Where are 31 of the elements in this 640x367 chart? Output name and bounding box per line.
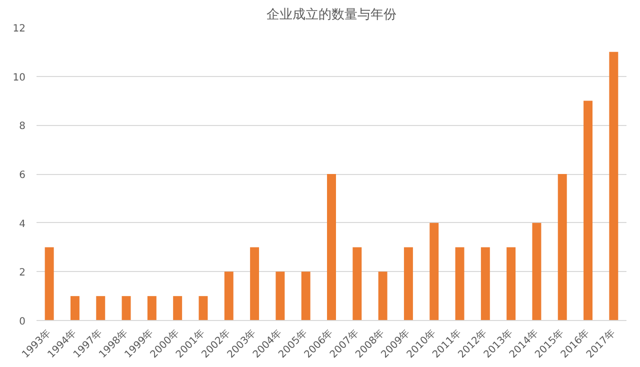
bar <box>44 247 54 320</box>
bar <box>147 296 156 320</box>
bar <box>480 247 490 320</box>
bar <box>532 222 542 320</box>
bar <box>173 296 182 320</box>
y-tick-label: 10 <box>12 72 26 84</box>
bar <box>276 272 285 320</box>
y-tick-label: 2 <box>19 268 26 279</box>
bar <box>96 296 106 320</box>
bar <box>327 174 336 320</box>
bar <box>70 296 80 320</box>
bar <box>430 222 439 320</box>
bar <box>506 247 516 320</box>
bar <box>455 247 464 320</box>
y-tick-label: 0 <box>19 316 26 328</box>
bar <box>378 272 388 320</box>
bar <box>122 296 131 320</box>
bar <box>584 100 593 320</box>
chart-title: 企业成立的数量与年份 <box>266 6 396 22</box>
bar <box>224 272 234 320</box>
bar <box>198 296 208 320</box>
bar <box>250 247 260 320</box>
y-tick-label: 12 <box>12 24 26 34</box>
bar <box>352 247 362 320</box>
bar <box>558 174 567 320</box>
bar <box>609 52 618 320</box>
y-tick-label: 8 <box>19 121 26 132</box>
y-tick-label: 4 <box>19 218 26 230</box>
bar <box>404 247 413 320</box>
bar <box>301 272 310 320</box>
y-tick-label: 6 <box>19 170 26 181</box>
